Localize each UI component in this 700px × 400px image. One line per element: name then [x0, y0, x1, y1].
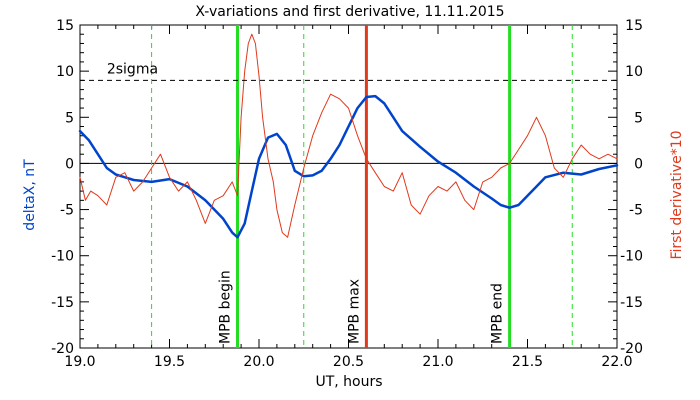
right-tick-label: 0 — [634, 156, 643, 172]
left-y-axis-title: deltaX, nT — [22, 159, 38, 231]
right-tick-label: 10 — [625, 64, 643, 80]
chart-title: X-variations and first derivative, 11.11… — [195, 4, 504, 20]
threshold-layer: 2sigma — [80, 61, 617, 81]
x-tick-label: 20.0 — [243, 354, 274, 370]
x-axis-title: UT, hours — [315, 374, 382, 390]
derivative-series-line — [79, 33, 618, 238]
series-layer — [78, 33, 619, 239]
marker-label: MPB end — [490, 283, 506, 344]
x-tick-label: 21.5 — [512, 354, 543, 370]
right-y-axis: 15 10 5 0 -5 -10 -15 -20 — [608, 18, 643, 357]
left-tick-label: -20 — [51, 341, 74, 357]
left-tick-label: 0 — [65, 156, 74, 172]
right-tick-label: -10 — [620, 249, 643, 265]
left-y-axis: 15 10 5 0 -5 -10 -15 -20 — [51, 18, 89, 357]
right-tick-label: -5 — [629, 203, 643, 219]
marker-label: MPB max — [346, 279, 362, 344]
x-tick-label: 22.0 — [601, 354, 632, 370]
x-axis: 19.0 19.5 20.0 20.5 21.0 21.5 22.0 — [64, 25, 633, 370]
left-tick-label: 10 — [56, 64, 74, 80]
x-tick-label: 19.0 — [64, 354, 95, 370]
right-tick-label: -15 — [620, 295, 643, 311]
vertical-markers: MPB begin MPB max MPB end — [151, 25, 573, 348]
left-tick-label: -5 — [60, 203, 74, 219]
left-tick-label: -15 — [51, 295, 74, 311]
deltaX-series-line — [78, 94, 619, 239]
x-tick-label: 19.5 — [154, 354, 185, 370]
x-tick-label: 21.0 — [422, 354, 453, 370]
marker-label: MPB begin — [218, 270, 234, 344]
right-y-axis-title: First derivative*10 — [669, 130, 685, 259]
right-tick-label: -20 — [620, 341, 643, 357]
right-tick-label: 5 — [634, 110, 643, 126]
left-tick-label: -10 — [51, 249, 74, 265]
left-tick-label: 5 — [65, 110, 74, 126]
right-tick-label: 15 — [625, 18, 643, 34]
threshold-label: 2sigma — [107, 61, 158, 77]
left-tick-label: 15 — [56, 18, 74, 34]
x-tick-label: 20.5 — [333, 354, 364, 370]
